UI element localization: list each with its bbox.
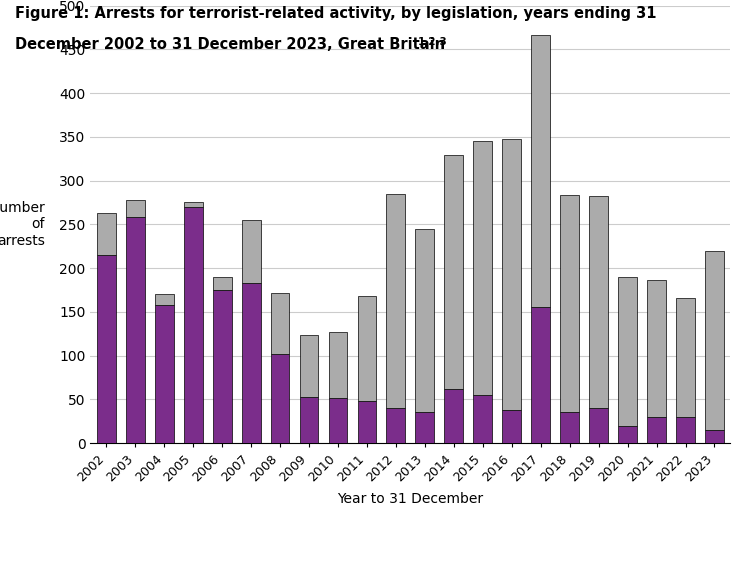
Bar [328, 332, 347, 398]
Bar [358, 401, 376, 443]
Bar [618, 277, 637, 425]
Bar [300, 396, 319, 443]
Bar [647, 417, 666, 443]
Bar [589, 197, 608, 408]
Text: December 2002 to 31 December 2023, Great Britain: December 2002 to 31 December 2023, Great… [15, 37, 445, 52]
Bar [676, 417, 695, 443]
Bar [416, 229, 434, 412]
Bar [386, 194, 405, 408]
Bar [532, 307, 550, 443]
Bar [155, 305, 174, 443]
Bar [328, 398, 347, 443]
Bar [270, 354, 289, 443]
Bar [589, 408, 608, 443]
Bar [502, 139, 521, 410]
Bar [647, 281, 666, 417]
Bar [126, 200, 145, 218]
Bar [184, 202, 203, 207]
Bar [126, 218, 145, 443]
Y-axis label: Number
of
arrests: Number of arrests [0, 201, 45, 248]
Bar [358, 296, 376, 401]
Bar [560, 412, 579, 443]
X-axis label: Year to 31 December: Year to 31 December [337, 492, 483, 506]
Bar [242, 220, 261, 283]
Bar [270, 293, 289, 354]
Bar [155, 294, 174, 305]
Bar [242, 283, 261, 443]
Bar [618, 425, 637, 443]
Bar [705, 430, 724, 443]
Bar [474, 395, 492, 443]
Bar [386, 408, 405, 443]
Bar [97, 255, 116, 443]
Bar [300, 336, 319, 396]
Bar [676, 298, 695, 417]
Bar [416, 412, 434, 443]
Bar [184, 207, 203, 443]
Bar [532, 35, 550, 307]
Bar [705, 250, 724, 430]
Bar [212, 290, 231, 443]
Bar [212, 277, 231, 290]
Bar [97, 213, 116, 255]
Bar [560, 195, 579, 412]
Text: Figure 1: Arrests for terrorist-related activity, by legislation, years ending 3: Figure 1: Arrests for terrorist-related … [15, 6, 657, 20]
Bar [502, 410, 521, 443]
Bar [444, 389, 463, 443]
Bar [474, 141, 492, 395]
Text: 1,2,3: 1,2,3 [418, 37, 448, 47]
Bar [444, 155, 463, 389]
